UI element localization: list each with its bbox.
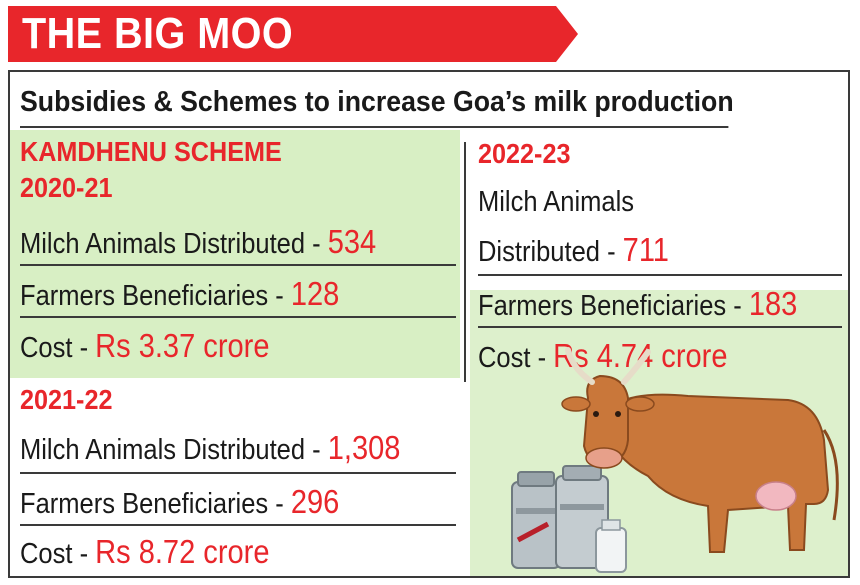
row-cost-2020-21: Cost - Rs 3.37 crore	[20, 326, 269, 368]
divider-rule	[20, 316, 456, 318]
cow-illustration	[511, 347, 839, 573]
year-2021-22: 2021-22	[20, 384, 113, 415]
banner-arrow-shape	[8, 6, 578, 62]
farmers-value: 183	[748, 285, 798, 322]
ladle-icon	[516, 521, 550, 543]
subtitle: Subsidies & Schemes to increase Goa’s mi…	[20, 80, 734, 128]
column-divider	[464, 142, 466, 382]
farmers-label: Farmers Beneficiaries -	[478, 290, 749, 322]
cow-icon	[561, 347, 839, 553]
cost-value: Rs 8.72 crore	[95, 533, 270, 570]
cost-value: Rs 4.74 crore	[553, 337, 728, 374]
divider-rule	[20, 264, 456, 266]
farmers-label: Farmers Beneficiaries -	[20, 488, 291, 520]
row-animals-2020-21: Milch Animals Distributed - 534	[20, 222, 376, 264]
divider-rule	[20, 524, 456, 526]
farmers-label: Farmers Beneficiaries -	[20, 280, 291, 312]
year-2022-23: 2022-23	[478, 138, 571, 169]
banner-title: THE BIG MOO	[22, 9, 294, 58]
farmers-value: 296	[290, 483, 340, 520]
divider-rule	[20, 472, 456, 474]
milk-can-icon	[511, 471, 561, 569]
animals-value: 534	[327, 223, 377, 260]
cost-label: Cost -	[20, 332, 96, 364]
animals-label-line1: Milch Animals	[478, 186, 635, 218]
animals-value: 711	[622, 231, 669, 268]
banner: THE BIG MOO	[8, 6, 578, 62]
row-cost-2021-22: Cost - Rs 8.72 crore	[20, 532, 269, 574]
row-animals-line2-2022-23: Distributed - 711	[478, 230, 669, 272]
year-2020-21: 2020-21	[20, 172, 113, 203]
row-animals-2021-22: Milch Animals Distributed - 1,308	[20, 428, 400, 470]
cost-label: Cost -	[478, 342, 554, 374]
animals-label: Milch Animals Distributed -	[20, 434, 328, 466]
milk-bottle-icon	[595, 519, 627, 573]
row-farmers-2020-21: Farmers Beneficiaries - 128	[20, 274, 339, 316]
row-cost-2022-23: Cost - Rs 4.74 crore	[478, 336, 727, 378]
row-farmers-2021-22: Farmers Beneficiaries - 296	[20, 482, 339, 524]
animals-label: Milch Animals Distributed -	[20, 228, 328, 260]
divider-rule	[478, 274, 842, 276]
farmers-value: 128	[290, 275, 340, 312]
scheme-name: KAMDHENU SCHEME	[20, 136, 282, 167]
row-farmers-2022-23: Farmers Beneficiaries - 183	[478, 284, 797, 326]
cost-label: Cost -	[20, 538, 96, 570]
animals-value: 1,308	[327, 429, 401, 466]
row-animals-line1-2022-23: Milch Animals	[478, 182, 634, 222]
divider-rule	[478, 326, 842, 328]
cost-value: Rs 3.37 crore	[95, 327, 270, 364]
animals-label-line2: Distributed -	[478, 236, 623, 268]
left-column: KAMDHENU SCHEME 2020-21 Milch Animals Di…	[10, 130, 460, 576]
